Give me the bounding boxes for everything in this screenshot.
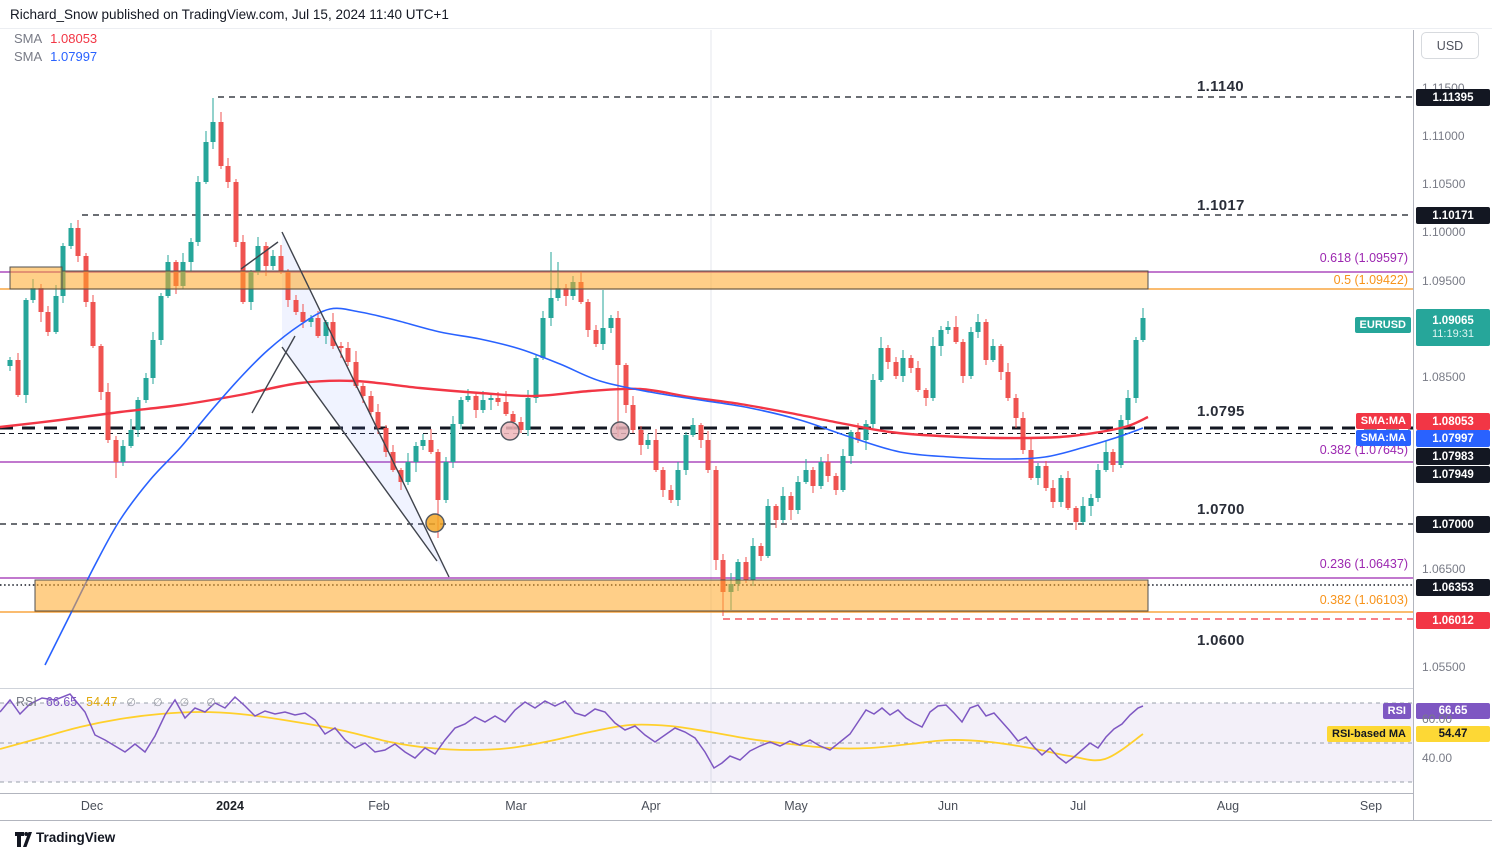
rsi-legend-label: RSI (16, 695, 37, 709)
month-label-jun[interactable]: Jun (937, 799, 959, 813)
header-divider (0, 28, 1492, 29)
fib-0618-label: 0.618 (1.09597) (1319, 251, 1408, 265)
indicator-action-icons[interactable]: ∅ ∅ ∅ ∅ (126, 696, 223, 709)
year-label-2024[interactable]: 2024 (216, 799, 244, 813)
tradingview-logo-icon[interactable] (14, 831, 32, 848)
month-label-dec[interactable]: Dec (80, 799, 104, 813)
fib-0382-lower-label: 0.382 (1.06103) (1319, 593, 1408, 607)
rsi-axis-tick: 60.00 (1422, 712, 1453, 726)
rsi-axis-tick: 40.00 (1422, 751, 1453, 765)
price-chart-canvas[interactable] (0, 0, 1413, 793)
time-axis-border-top (0, 793, 1413, 794)
month-label-sep[interactable]: Sep (1359, 799, 1383, 813)
sma-label: SMA (14, 31, 43, 46)
rsi-chip[interactable]: RSI (1382, 703, 1411, 719)
price-label-11395: 1.11395 (1416, 89, 1490, 106)
sma-slow-chip[interactable]: SMA:MA (1355, 430, 1411, 446)
symbol-price-badge: 1.09065 11:19:31 (1416, 309, 1490, 346)
sma-slow-price-badge: 1.07997 (1416, 430, 1490, 447)
axis-tick: 1.11000 (1422, 129, 1465, 143)
fib-05-label: 0.5 (1.09422) (1333, 273, 1408, 287)
sma-fast-chip[interactable]: SMA:MA (1355, 413, 1411, 429)
fib-0382-upper-label: 0.382 (1.07645) (1319, 443, 1408, 457)
axis-tick: 1.05500 (1422, 660, 1466, 674)
axis-tick: 1.09500 (1422, 274, 1466, 288)
sma-fast-price-badge: 1.08053 (1416, 413, 1490, 430)
rsi-legend-value: 66.65 (45, 695, 78, 709)
tradingview-brand-text[interactable]: TradingView (36, 830, 116, 845)
month-label-aug[interactable]: Aug (1216, 799, 1240, 813)
axis-tick: 1.08500 (1422, 370, 1466, 384)
level-text-1-1017: 1.1017 (1197, 197, 1245, 214)
rsi-legend[interactable]: RSI 66.65 54.47 ∅ ∅ ∅ ∅ (16, 695, 223, 709)
price-label-07983: 1.07983 (1416, 448, 1490, 465)
sma-slow-value: 1.07997 (50, 49, 98, 64)
price-label-10171: 1.10171 (1416, 207, 1490, 224)
month-label-apr[interactable]: Apr (641, 799, 661, 813)
month-label-feb[interactable]: Feb (368, 799, 390, 813)
axis-tick: 1.10500 (1422, 177, 1466, 191)
fib-0236-label: 0.236 (1.06437) (1319, 557, 1408, 571)
bar-countdown: 11:19:31 (1431, 327, 1474, 340)
time-axis-border-bottom (0, 820, 1492, 821)
month-label-mar[interactable]: Mar (505, 799, 527, 813)
legend-sma-fast[interactable]: SMA 1.08053 (14, 31, 97, 46)
symbol-chip[interactable]: EURUSD (1354, 317, 1411, 333)
month-label-may[interactable]: May (784, 799, 808, 813)
level-text-1-0700: 1.0700 (1197, 501, 1245, 518)
axis-tick: 1.06500 (1422, 562, 1466, 576)
publish-info: Richard_Snow published on TradingView.co… (10, 7, 449, 22)
price-label-07949: 1.07949 (1416, 466, 1490, 483)
level-text-1-0600: 1.0600 (1197, 632, 1245, 649)
level-text-1-1140: 1.1140 (1197, 78, 1244, 95)
last-price: 1.09065 (1432, 314, 1474, 327)
price-axis-divider (1413, 30, 1414, 820)
alert-price-badge: 1.06012 (1416, 612, 1490, 629)
rsi-ma-chip[interactable]: RSI-based MA (1327, 726, 1411, 742)
level-text-1-0795: 1.0795 (1197, 403, 1245, 420)
rsi-ma-value-badge: 54.47 (1416, 726, 1490, 742)
sma-fast-value: 1.08053 (50, 31, 98, 46)
sma-label: SMA (14, 49, 43, 64)
price-label-06353: 1.06353 (1416, 579, 1490, 596)
price-label-07000: 1.07000 (1416, 516, 1490, 533)
rsi-value-badge: 66.65 (1416, 703, 1490, 719)
month-label-jul[interactable]: Jul (1070, 799, 1086, 813)
rsi-ma-legend-value: 54.47 (86, 695, 118, 709)
legend-sma-slow[interactable]: SMA 1.07997 (14, 49, 97, 64)
axis-tick: 1.10000 (1422, 225, 1466, 239)
pane-divider[interactable] (0, 688, 1413, 689)
currency-button[interactable]: USD (1421, 32, 1479, 59)
